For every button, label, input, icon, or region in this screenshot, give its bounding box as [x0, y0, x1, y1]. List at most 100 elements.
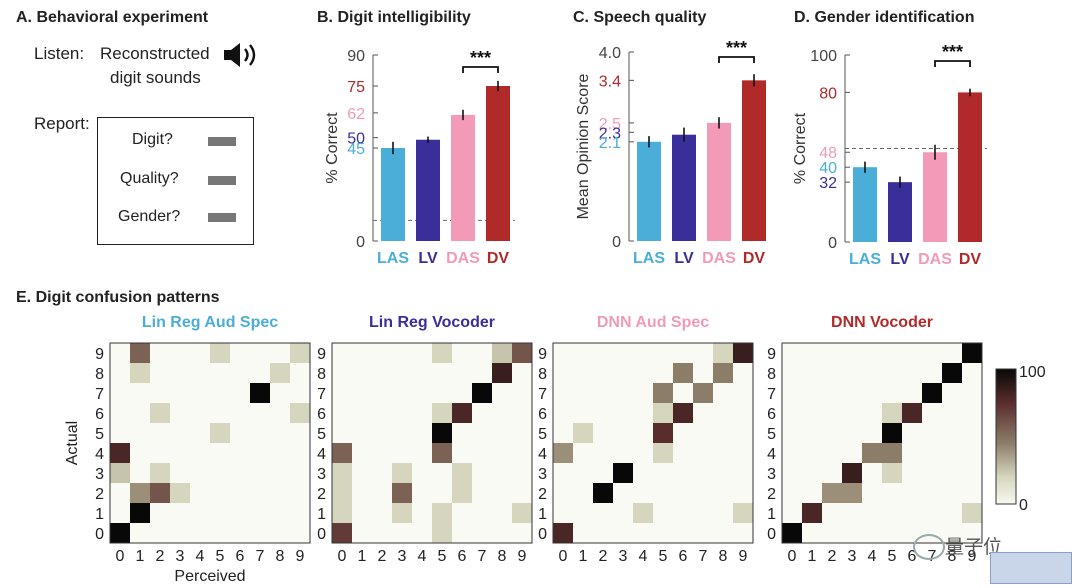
bar-lv — [888, 182, 912, 242]
matrix-cell — [270, 363, 290, 383]
y-tick-label: 3.4 — [599, 73, 621, 90]
matrix-title: DNN Aud Spec — [597, 314, 709, 331]
matrix-frame — [552, 342, 754, 544]
response-bar-digit — [208, 137, 236, 146]
matrix-cell — [733, 343, 753, 363]
matrix-cell — [170, 483, 190, 503]
bar-dv — [742, 80, 766, 241]
matrix-cell — [150, 463, 170, 483]
listen-text-1: Reconstructed — [100, 44, 210, 63]
matrix-cell — [962, 503, 982, 523]
y-tick-label: 0 — [317, 526, 326, 543]
y-tick-label: 6 — [317, 406, 326, 423]
y-tick-label: 9 — [95, 346, 104, 363]
y-axis-label: % Correct — [324, 112, 341, 184]
bar-las — [381, 148, 405, 241]
y-tick-label: 2 — [95, 486, 104, 503]
y-tick-label: 1 — [317, 506, 326, 523]
category-label-dv: DV — [743, 250, 766, 267]
question-digit: Digit? — [132, 131, 173, 148]
x-tick-label: 1 — [136, 548, 145, 565]
y-tick-label: 7 — [317, 386, 326, 403]
confusion-matrices: Lin Reg Aud Spec00112233445566778899Lin … — [64, 314, 1046, 585]
matrix-cell — [673, 403, 693, 423]
matrix-cell — [130, 343, 150, 363]
y-tick-label: 5 — [538, 426, 547, 443]
matrix-frame — [781, 342, 983, 544]
matrix-cell — [432, 503, 452, 523]
matrix-cell — [942, 363, 962, 383]
category-label-dv: DV — [959, 251, 982, 268]
x-tick-label: 5 — [438, 548, 447, 565]
matrix-cell — [250, 383, 270, 403]
matrix-cell — [962, 343, 982, 363]
seal-stamp — [990, 552, 1072, 584]
matrix-cell — [842, 483, 862, 503]
y-tick-label: 4 — [538, 446, 547, 463]
category-label-dv: DV — [487, 250, 510, 267]
x-tick-label: 2 — [599, 548, 608, 565]
matrix-cell — [492, 363, 512, 383]
report-label: Report: — [34, 114, 90, 133]
x-tick-label: 9 — [968, 548, 977, 565]
y-tick-label: 1 — [538, 506, 547, 523]
x-tick-label: 0 — [788, 548, 797, 565]
matrix-cell — [432, 523, 452, 543]
matrix-cell — [392, 503, 412, 523]
y-tick-label: 4 — [767, 446, 776, 463]
y-tick-label: 0 — [538, 526, 547, 543]
matrix-cell — [110, 463, 130, 483]
x-tick-label: 7 — [699, 548, 708, 565]
significance-stars: *** — [470, 48, 491, 68]
x-tick-label: 0 — [338, 548, 347, 565]
x-tick-label: 6 — [908, 548, 917, 565]
matrix-cell — [210, 343, 230, 363]
category-label-las: LAS — [377, 250, 409, 267]
matrix-cell — [392, 463, 412, 483]
x-tick-label: 8 — [498, 548, 507, 565]
matrix-cell — [802, 503, 822, 523]
x-tick-label: 0 — [559, 548, 568, 565]
matrix-cell — [613, 463, 633, 483]
y-tick-label: 2 — [767, 486, 776, 503]
matrix-frame — [331, 342, 533, 544]
matrix-cell — [922, 383, 942, 403]
y-tick-label: 5 — [317, 426, 326, 443]
matrix-cell — [653, 423, 673, 443]
matrix-cell — [452, 463, 472, 483]
matrix-cell — [902, 403, 922, 423]
x-tick-label: 5 — [216, 548, 225, 565]
significance-bracket — [718, 56, 755, 63]
matrix-cell — [782, 523, 802, 543]
matrix-cell — [290, 403, 310, 423]
matrix-cell — [882, 463, 902, 483]
quality-bar-chart: 4.0 3.4 2.52.32.1 0 Mean Opinion Score LAS LV D… — [575, 38, 766, 267]
listen-text-2: digit sounds — [110, 68, 201, 87]
response-bar-gender — [208, 213, 236, 222]
x-tick-label: 4 — [418, 548, 427, 565]
matrix-cell — [110, 523, 130, 543]
significance-bracket — [934, 60, 971, 67]
x-tick-label: 0 — [116, 548, 125, 565]
matrix-frame — [109, 342, 311, 544]
y-tick-label: 2.5 — [599, 116, 621, 133]
matrix-cell — [553, 443, 573, 463]
matrix-cell — [573, 423, 593, 443]
bar-das — [707, 122, 731, 241]
x-tick-label: 3 — [398, 548, 407, 565]
matrix-cell — [432, 423, 452, 443]
matrix-cell — [452, 403, 472, 423]
panel-b-title: B. Digit intelligibility — [317, 9, 471, 26]
y-tick-label: 1 — [767, 506, 776, 523]
y-tick-label: 1 — [95, 506, 104, 523]
matrix-cell — [512, 343, 532, 363]
x-tick-label: 7 — [256, 548, 265, 565]
matrix-cell — [673, 363, 693, 383]
x-tick-label: 8 — [276, 548, 285, 565]
y-tick-label: 6 — [95, 406, 104, 423]
matrix-cell — [653, 403, 673, 423]
significance-bracket — [462, 66, 499, 73]
category-label-das: DAS — [702, 250, 736, 267]
y-tick-label: 2 — [538, 486, 547, 503]
report-box: Digit? Quality? Gender? — [97, 117, 254, 245]
